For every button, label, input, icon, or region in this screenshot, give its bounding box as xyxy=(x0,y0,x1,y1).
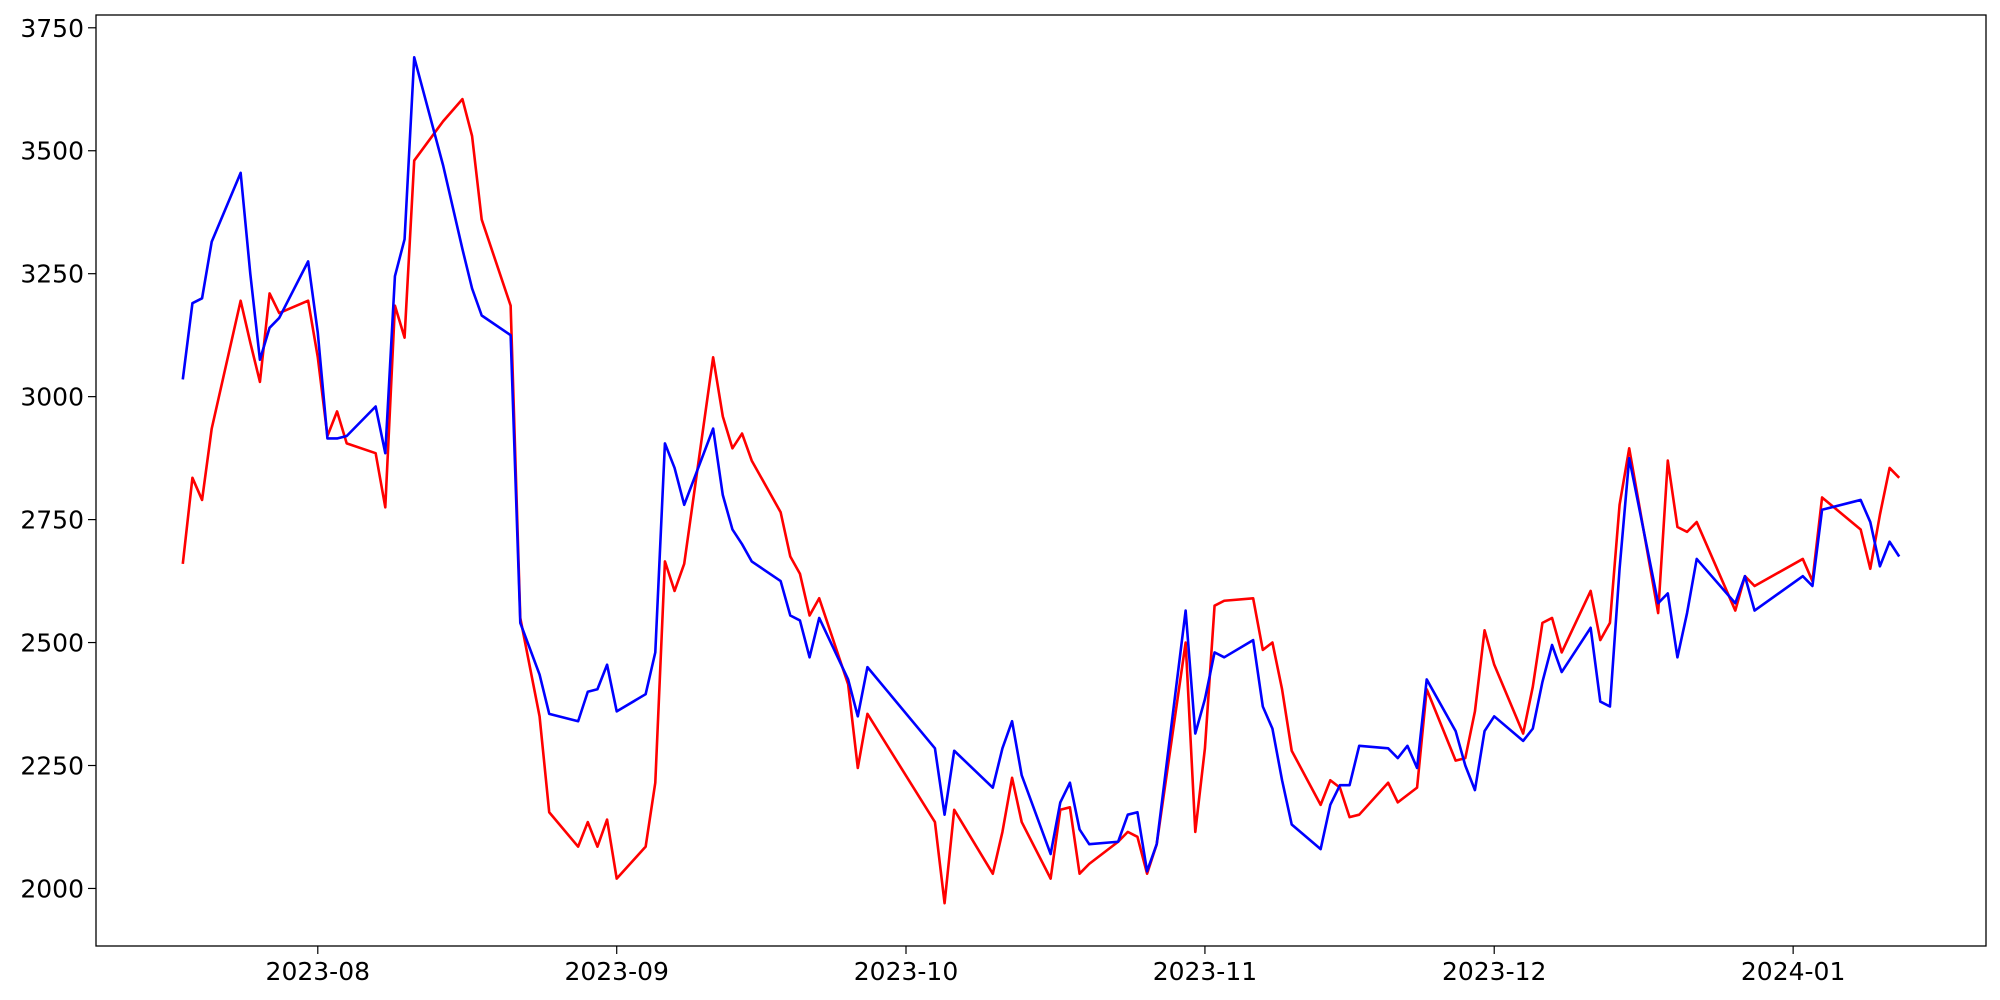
y-tick-label: 3750 xyxy=(20,14,84,43)
x-tick-label: 2023-08 xyxy=(266,957,370,986)
x-tick-label: 2023-11 xyxy=(1153,957,1257,986)
plot-frame xyxy=(95,14,1987,947)
series-line xyxy=(181,97,1901,905)
y-tick-label: 2500 xyxy=(20,629,84,658)
series-line xyxy=(181,56,1901,873)
y-tick-label: 2250 xyxy=(20,752,84,781)
x-tick-label: 2023-09 xyxy=(564,957,668,986)
y-tick-label: 2000 xyxy=(20,874,84,903)
y-tick-label: 3250 xyxy=(20,260,84,289)
y-tick-label: 3500 xyxy=(20,137,84,166)
x-tick-label: 2023-12 xyxy=(1442,957,1546,986)
x-tick-label: 2023-10 xyxy=(854,957,958,986)
y-tick-label: 3000 xyxy=(20,383,84,412)
x-tick-label: 2024-01 xyxy=(1741,957,1845,986)
y-tick-label: 2750 xyxy=(20,506,84,535)
